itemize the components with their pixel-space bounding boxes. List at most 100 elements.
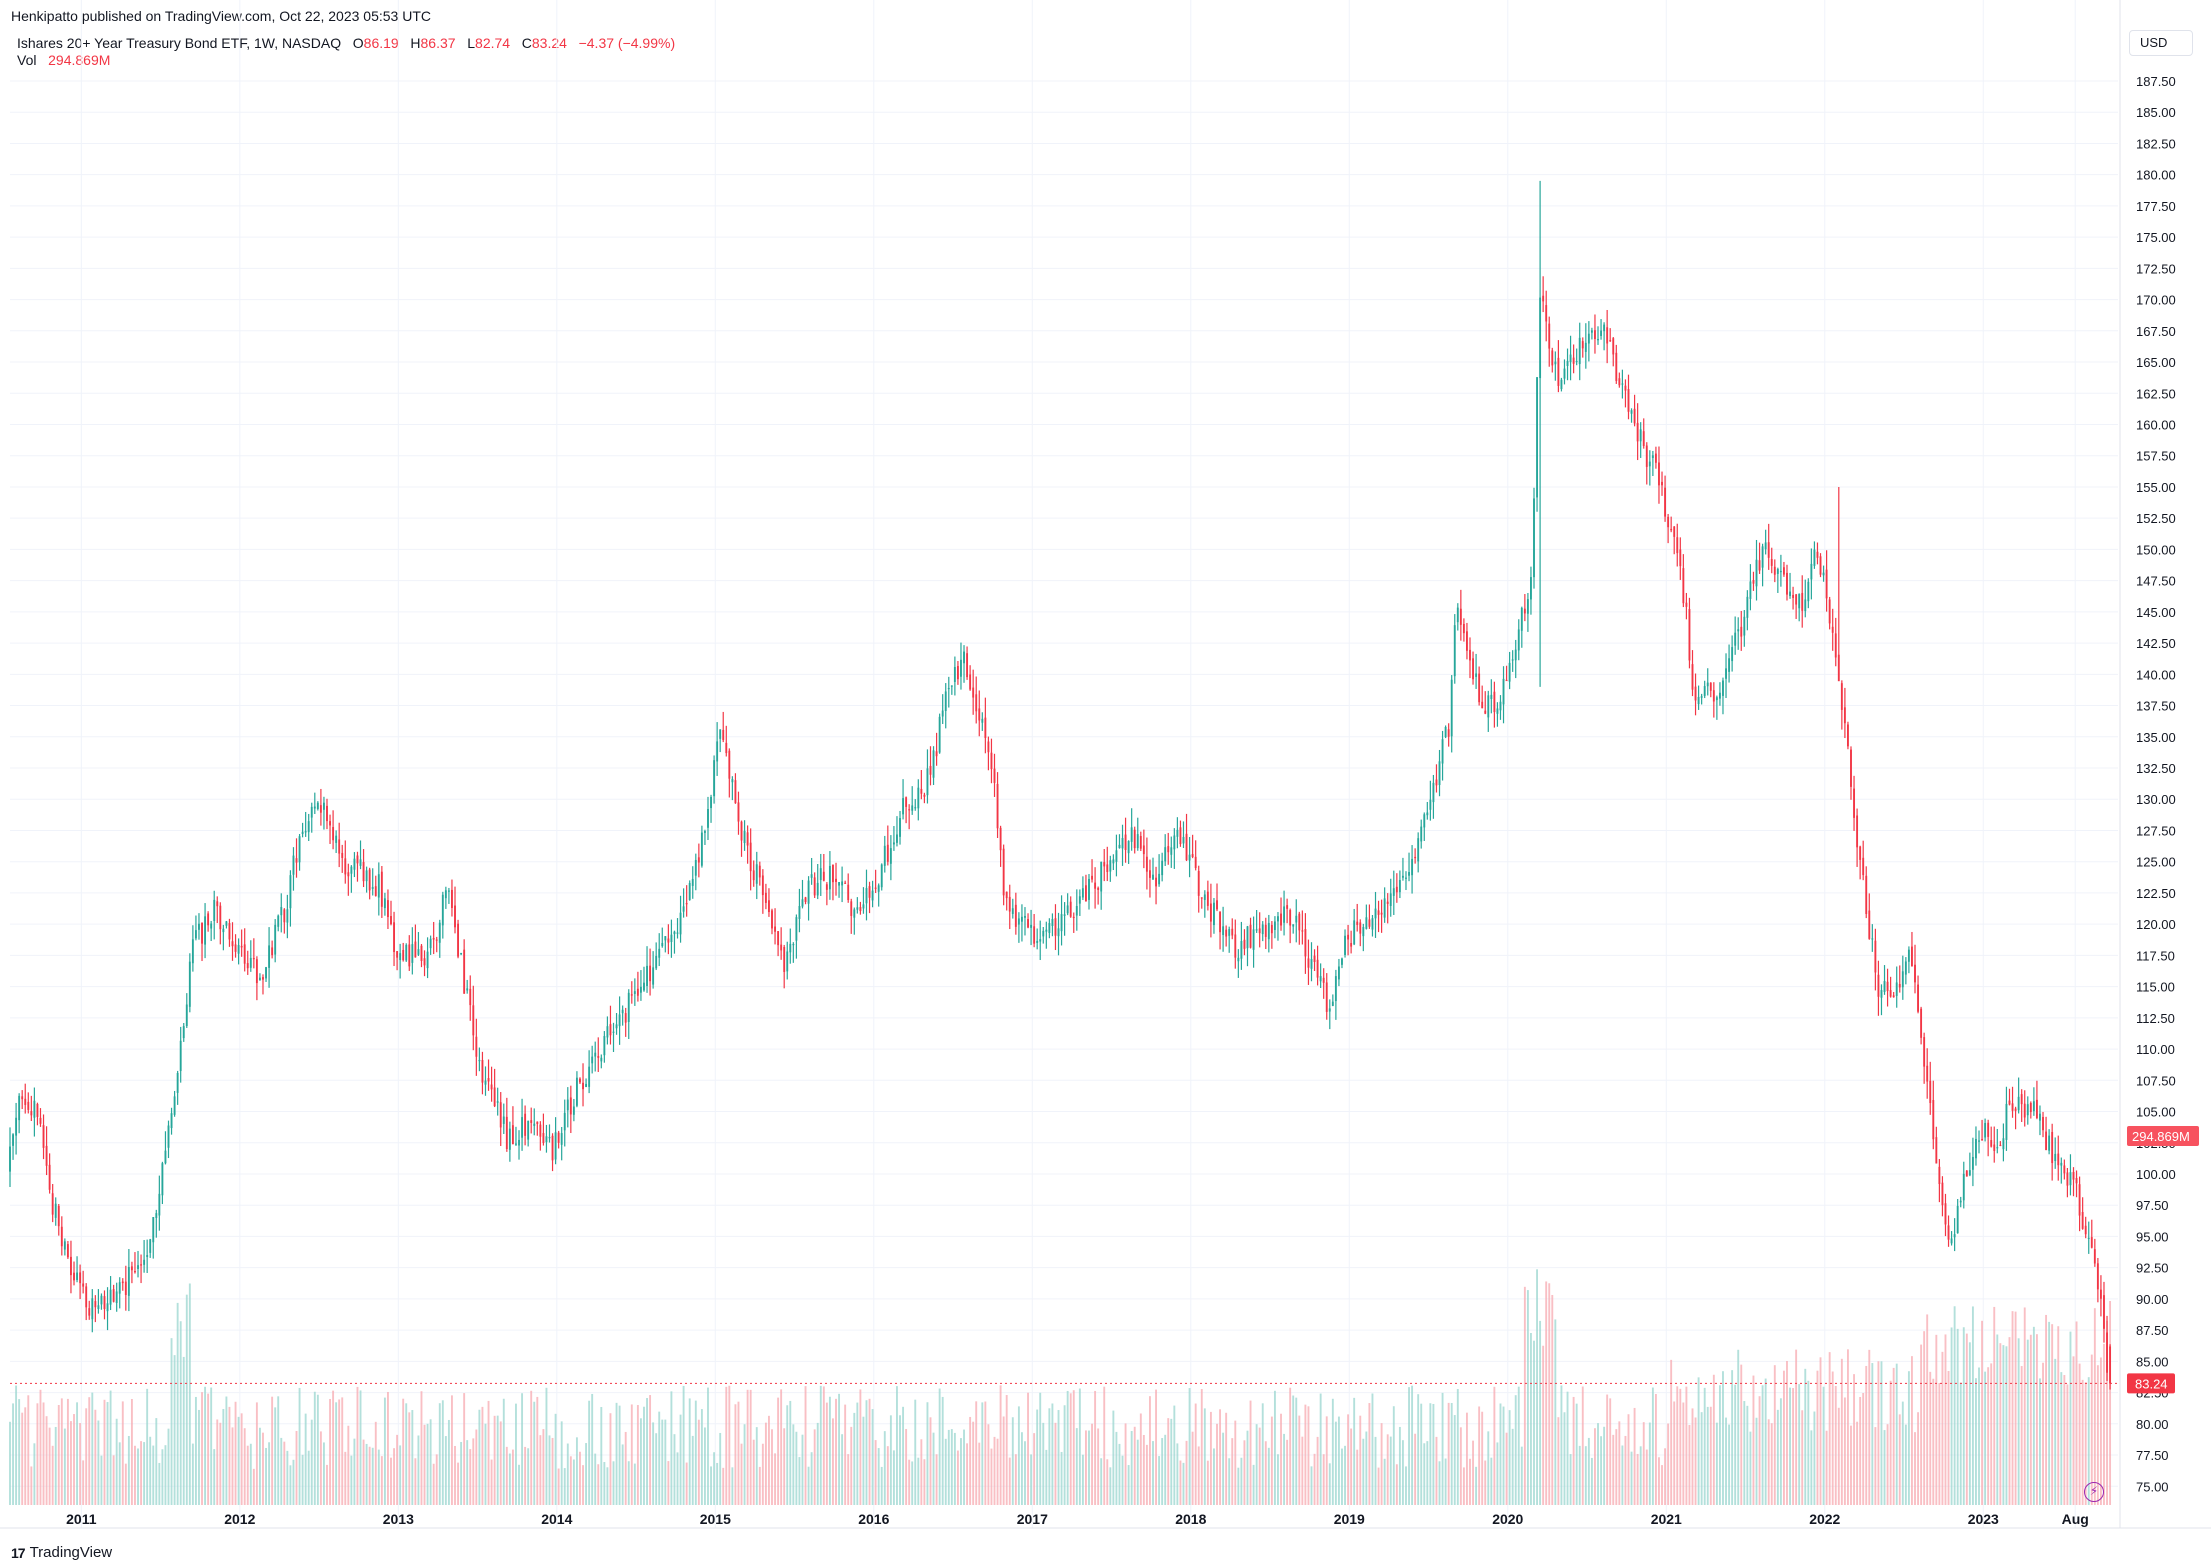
grid-lines: [10, 0, 2118, 1528]
candle-body: [993, 768, 996, 783]
replay-lightning-icon[interactable]: ⚡: [2084, 1482, 2104, 1502]
volume-bar: [612, 1461, 615, 1505]
candle-body: [1155, 877, 1157, 887]
candle-body: [1935, 1137, 1938, 1164]
volume-bar: [1496, 1442, 1499, 1505]
volume-bar: [1115, 1431, 1118, 1505]
volume-bar: [1548, 1283, 1551, 1505]
volume-bar: [1843, 1397, 1846, 1505]
volume-bar: [216, 1419, 219, 1505]
volume-bar: [749, 1389, 752, 1505]
footer-brand[interactable]: 17 TradingView: [11, 1544, 112, 1561]
volume-bar: [582, 1465, 584, 1505]
volume-bar: [725, 1386, 728, 1505]
candle-body: [2087, 1237, 2090, 1240]
symbol-title[interactable]: Ishares 20+ Year Treasury Bond ETF, 1W, …: [17, 35, 342, 51]
candle-body: [600, 1057, 603, 1062]
volume-bar: [713, 1452, 716, 1505]
candle-body: [902, 798, 905, 815]
candle-body: [97, 1305, 100, 1309]
candle-body: [822, 871, 825, 881]
candle-body: [493, 1087, 496, 1107]
volume-bar: [1094, 1390, 1097, 1505]
volume-bar: [1880, 1361, 1883, 1505]
candle-body: [2109, 1346, 2112, 1384]
volume-bar: [1682, 1402, 1685, 1505]
low-value: 82.74: [475, 35, 511, 51]
candle-body: [1752, 580, 1755, 584]
volume-bar: [213, 1449, 216, 1505]
volume-bar: [30, 1466, 33, 1505]
volume-bar: [667, 1461, 670, 1505]
candle-body: [2026, 1104, 2029, 1116]
candle-body: [1782, 567, 1785, 575]
volume-bar: [1520, 1446, 1523, 1505]
time-tick-label: 2011: [66, 1511, 97, 1527]
volume-bar: [1362, 1438, 1365, 1505]
volume-bar: [271, 1396, 274, 1505]
candle-body: [1874, 940, 1877, 973]
candle-body: [1865, 875, 1868, 914]
candle-body: [1417, 838, 1420, 862]
candle-body: [813, 877, 816, 896]
candle-body: [2014, 1108, 2017, 1111]
currency-button[interactable]: USD: [2129, 30, 2193, 56]
volume-bar: [1651, 1387, 1654, 1505]
candle-body: [899, 818, 901, 837]
volume-bar: [45, 1416, 48, 1505]
volume-bar: [1996, 1334, 1999, 1505]
volume-bar: [600, 1406, 603, 1505]
candle-body: [298, 836, 301, 863]
volume-bar: [1609, 1398, 1612, 1505]
candle-body: [828, 866, 831, 890]
volume-bar: [1072, 1390, 1075, 1505]
volume-label[interactable]: Vol: [17, 52, 37, 68]
candle-body: [2072, 1171, 2075, 1180]
candle-body: [554, 1132, 557, 1160]
volume-bar: [1182, 1462, 1185, 1505]
candle-body: [374, 886, 377, 896]
candle-body: [1307, 958, 1310, 968]
candle-body: [1405, 877, 1407, 879]
volume-bar: [1831, 1371, 1834, 1505]
volume-bar: [1353, 1397, 1356, 1505]
volume-bar: [246, 1445, 249, 1505]
volume-bar: [1280, 1413, 1282, 1505]
volume-bar: [1737, 1349, 1740, 1505]
candle-body: [1030, 924, 1033, 928]
candle-body: [167, 1125, 170, 1148]
candle-body: [2011, 1103, 2014, 1111]
candle-body: [2017, 1096, 2020, 1111]
volume-bar: [1316, 1436, 1319, 1505]
candle-body: [1036, 940, 1039, 943]
last-volume-badge: 294.869M: [2127, 1126, 2199, 1146]
volume-bar: [201, 1392, 203, 1505]
volume-value: 294.869M: [48, 52, 111, 68]
candle-body: [966, 653, 969, 678]
candle-body: [1813, 549, 1816, 566]
candle-body: [606, 1026, 609, 1038]
candle-body: [914, 807, 917, 809]
candle-body: [1444, 726, 1447, 738]
price-axis[interactable]: 75.0077.5080.0082.5085.0087.5090.0092.50…: [2136, 74, 2176, 1494]
candle-body: [292, 855, 295, 875]
time-axis[interactable]: 2011 2012 2013 2014 2015 2016 2017 2018 2019 2020…: [66, 1511, 2089, 1527]
volume-bar: [1401, 1440, 1404, 1505]
volume-bar: [2081, 1379, 2084, 1505]
volume-bar: [1990, 1363, 1993, 1505]
volume-bar: [1100, 1458, 1103, 1505]
volume-bar: [301, 1454, 304, 1505]
candle-body: [1978, 1140, 1980, 1142]
volume-bar: [82, 1460, 85, 1505]
volume-bar: [688, 1398, 691, 1505]
volume-bar: [2099, 1357, 2102, 1505]
candle-body: [1408, 872, 1410, 876]
volume-bar: [1764, 1378, 1767, 1505]
candle-body: [1758, 560, 1761, 571]
volume-bar: [536, 1396, 539, 1505]
volume-bar: [1219, 1409, 1222, 1505]
volume-bar: [164, 1445, 167, 1505]
volume-bar: [1417, 1394, 1420, 1505]
volume-bar: [1807, 1380, 1810, 1505]
